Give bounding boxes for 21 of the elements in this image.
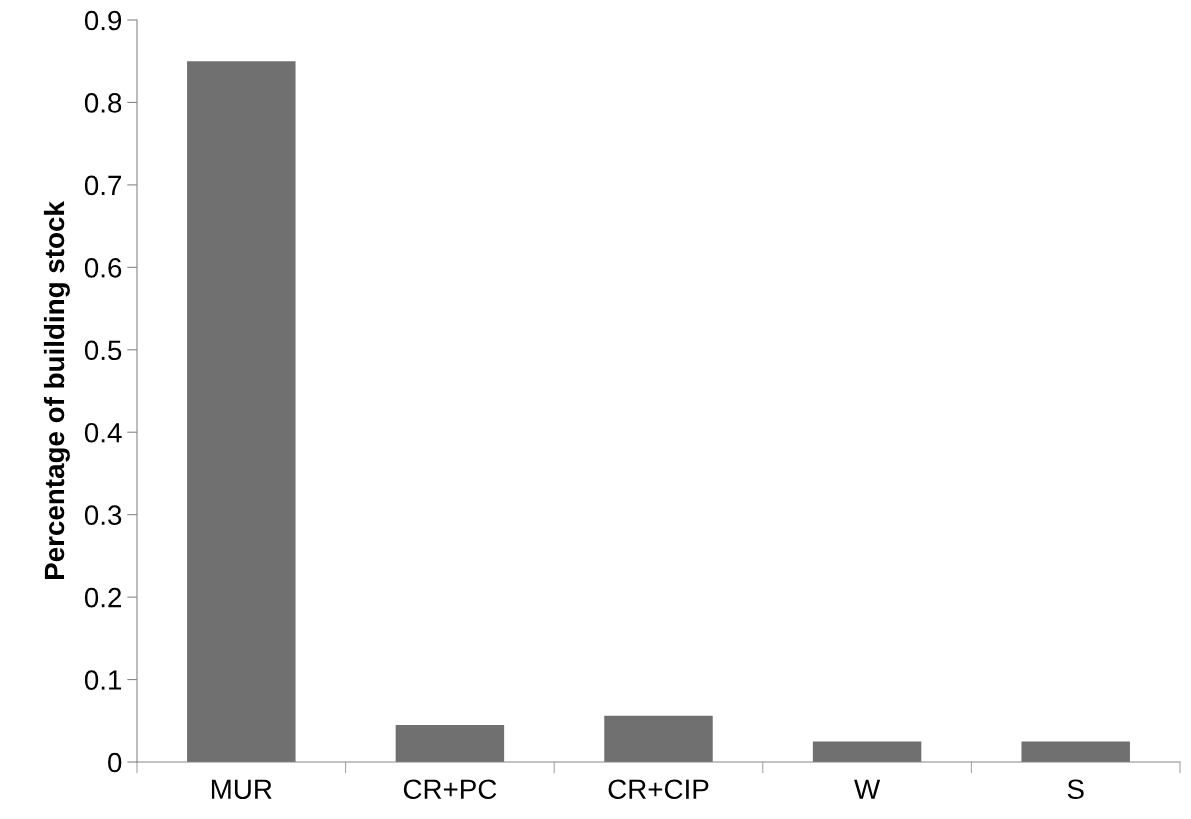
y-tick-label: 0.3 <box>84 505 122 526</box>
x-tick-label: MUR <box>211 779 272 800</box>
x-tick-label: W <box>854 779 881 799</box>
y-tick-label: 0.1 <box>84 670 122 690</box>
y-tick-label: 0.9 <box>84 10 122 31</box>
bar <box>187 61 296 762</box>
y-tick-label: 0.4 <box>84 422 122 443</box>
bar <box>395 724 505 762</box>
y-tick-label: 0 <box>108 752 122 773</box>
y-tick-label: 0.6 <box>84 258 122 278</box>
y-tick-label: 0.8 <box>84 93 122 113</box>
x-tick-label: S <box>1067 779 1084 800</box>
x-tick-label: CR+PC <box>403 779 497 800</box>
bar <box>812 741 922 762</box>
bar <box>1021 741 1130 762</box>
y-axis-title: Percentage of building stock <box>43 201 70 579</box>
y-tick-label: 0.7 <box>84 175 122 196</box>
y-tick-label: 0.2 <box>84 587 122 608</box>
x-tick-label: CR+CIP <box>608 779 709 800</box>
y-tick-label: 0.5 <box>84 340 122 361</box>
bar <box>604 715 713 762</box>
